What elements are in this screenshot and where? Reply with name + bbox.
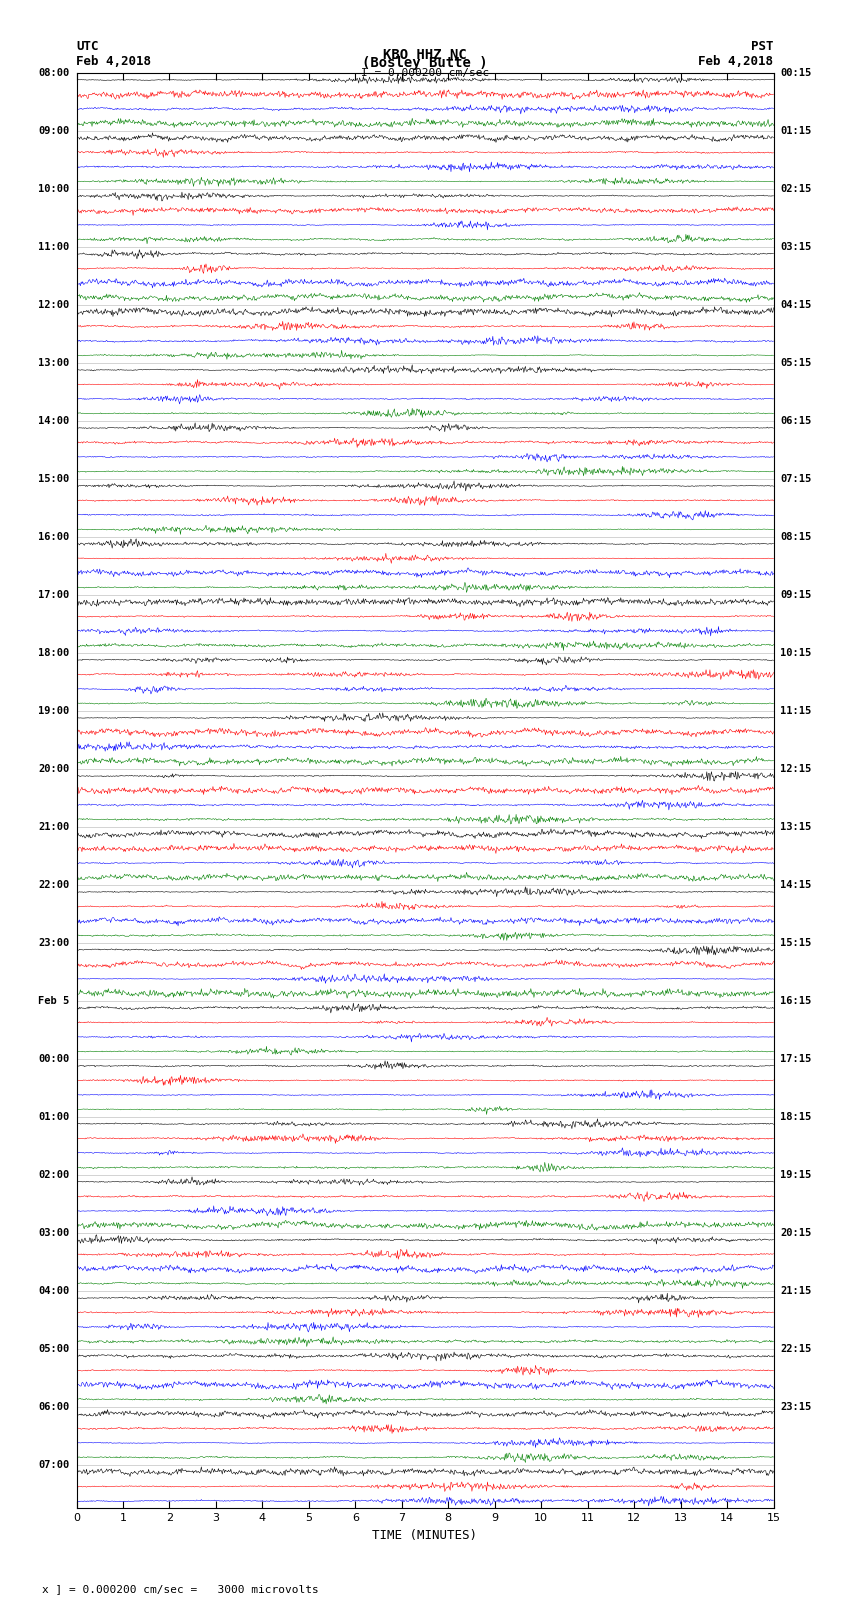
Text: 03:15: 03:15 bbox=[780, 242, 812, 252]
Text: 04:00: 04:00 bbox=[38, 1286, 70, 1295]
Text: 22:00: 22:00 bbox=[38, 879, 70, 890]
Text: 22:15: 22:15 bbox=[780, 1344, 812, 1353]
Text: UTC: UTC bbox=[76, 40, 99, 53]
Text: 09:00: 09:00 bbox=[38, 126, 70, 135]
Text: 05:15: 05:15 bbox=[780, 358, 812, 368]
Text: 07:15: 07:15 bbox=[780, 474, 812, 484]
Text: 16:00: 16:00 bbox=[38, 532, 70, 542]
Text: 06:00: 06:00 bbox=[38, 1402, 70, 1411]
Text: Feb 5: Feb 5 bbox=[38, 995, 70, 1005]
Text: 08:15: 08:15 bbox=[780, 532, 812, 542]
Text: I = 0.000200 cm/sec: I = 0.000200 cm/sec bbox=[361, 68, 489, 77]
Text: (Bosley Butte ): (Bosley Butte ) bbox=[362, 56, 488, 71]
Text: 19:00: 19:00 bbox=[38, 705, 70, 716]
Text: 17:00: 17:00 bbox=[38, 590, 70, 600]
Text: 02:15: 02:15 bbox=[780, 184, 812, 194]
Text: 12:00: 12:00 bbox=[38, 300, 70, 310]
Text: 15:00: 15:00 bbox=[38, 474, 70, 484]
Text: 00:00: 00:00 bbox=[38, 1053, 70, 1063]
Text: 05:00: 05:00 bbox=[38, 1344, 70, 1353]
Text: 11:00: 11:00 bbox=[38, 242, 70, 252]
Text: 00:15: 00:15 bbox=[780, 68, 812, 77]
Text: 01:00: 01:00 bbox=[38, 1111, 70, 1121]
Text: 06:15: 06:15 bbox=[780, 416, 812, 426]
Text: PST: PST bbox=[751, 40, 774, 53]
Text: 03:00: 03:00 bbox=[38, 1227, 70, 1237]
Text: 17:15: 17:15 bbox=[780, 1053, 812, 1063]
Text: 10:15: 10:15 bbox=[780, 647, 812, 658]
Text: 02:00: 02:00 bbox=[38, 1169, 70, 1179]
Text: KBO HHZ NC: KBO HHZ NC bbox=[383, 48, 467, 63]
Text: 07:00: 07:00 bbox=[38, 1460, 70, 1469]
Text: 13:00: 13:00 bbox=[38, 358, 70, 368]
Text: 21:15: 21:15 bbox=[780, 1286, 812, 1295]
Text: 18:00: 18:00 bbox=[38, 647, 70, 658]
Text: 09:15: 09:15 bbox=[780, 590, 812, 600]
Text: 08:00: 08:00 bbox=[38, 68, 70, 77]
Text: 16:15: 16:15 bbox=[780, 995, 812, 1005]
Text: 01:15: 01:15 bbox=[780, 126, 812, 135]
Text: 23:00: 23:00 bbox=[38, 937, 70, 947]
Text: 11:15: 11:15 bbox=[780, 705, 812, 716]
Text: Feb 4,2018: Feb 4,2018 bbox=[76, 55, 151, 68]
Text: 13:15: 13:15 bbox=[780, 821, 812, 832]
Text: 14:00: 14:00 bbox=[38, 416, 70, 426]
Text: 14:15: 14:15 bbox=[780, 879, 812, 890]
Text: 10:00: 10:00 bbox=[38, 184, 70, 194]
Text: 04:15: 04:15 bbox=[780, 300, 812, 310]
Text: 21:00: 21:00 bbox=[38, 821, 70, 832]
Text: 19:15: 19:15 bbox=[780, 1169, 812, 1179]
X-axis label: TIME (MINUTES): TIME (MINUTES) bbox=[372, 1529, 478, 1542]
Text: x ] = 0.000200 cm/sec =   3000 microvolts: x ] = 0.000200 cm/sec = 3000 microvolts bbox=[42, 1584, 320, 1594]
Text: 12:15: 12:15 bbox=[780, 763, 812, 774]
Text: 20:00: 20:00 bbox=[38, 763, 70, 774]
Text: 20:15: 20:15 bbox=[780, 1227, 812, 1237]
Text: Feb 4,2018: Feb 4,2018 bbox=[699, 55, 774, 68]
Text: 23:15: 23:15 bbox=[780, 1402, 812, 1411]
Text: 15:15: 15:15 bbox=[780, 937, 812, 947]
Text: 18:15: 18:15 bbox=[780, 1111, 812, 1121]
